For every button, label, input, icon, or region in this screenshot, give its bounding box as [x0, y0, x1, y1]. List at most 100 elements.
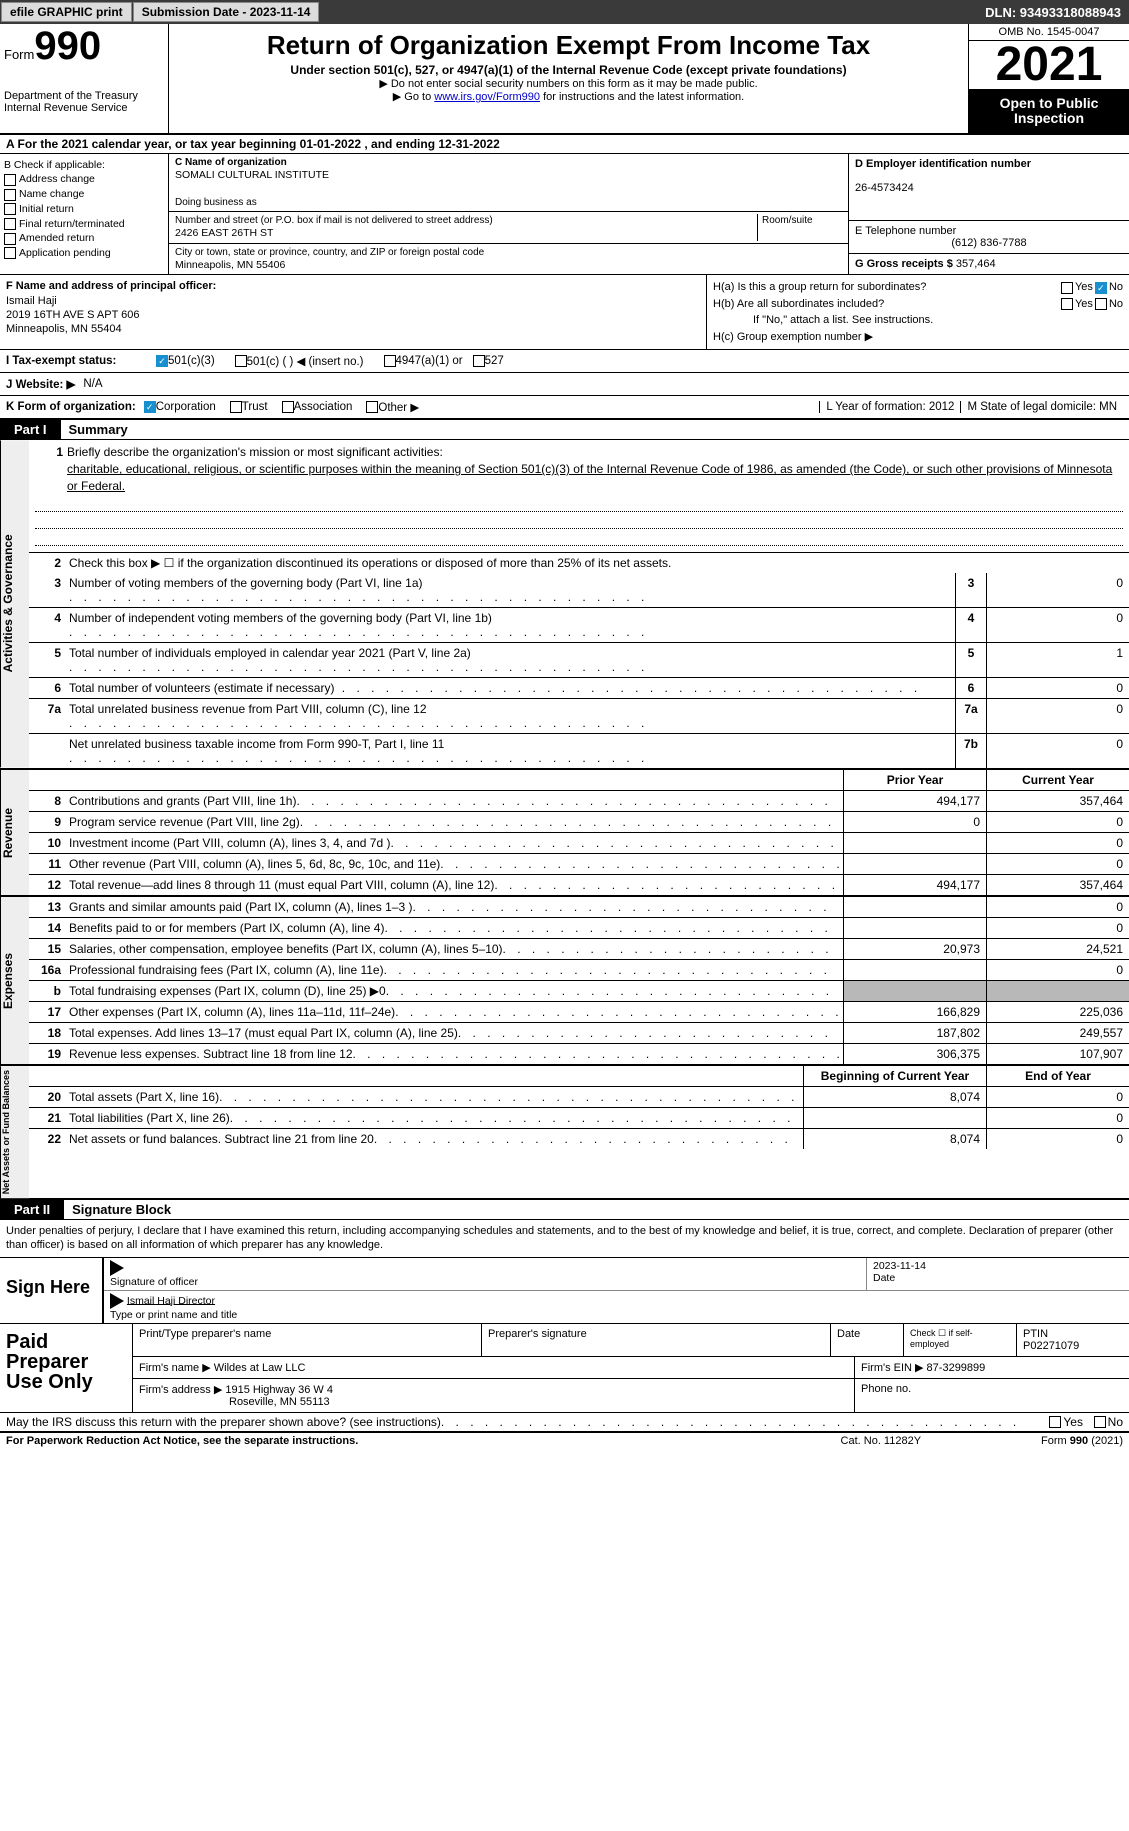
footer-cat: Cat. No. 11282Y: [841, 1435, 922, 1447]
box-b: B Check if applicable: Address change Na…: [0, 154, 169, 275]
discuss-text: May the IRS discuss this return with the…: [6, 1415, 441, 1429]
row-k: K Form of organization: ✓ Corporation Tr…: [0, 396, 1129, 420]
ptin-label: PTIN: [1023, 1328, 1048, 1340]
state-domicile: M State of legal domicile: MN: [960, 401, 1123, 413]
prep-self-emp: Check ☐ if self-employed: [904, 1324, 1017, 1356]
revenue-line: 12Total revenue—add lines 8 through 11 (…: [29, 875, 1129, 895]
discuss-no[interactable]: [1094, 1416, 1106, 1428]
prep-sig-label: Preparer's signature: [482, 1324, 831, 1356]
opt-address-change: Address change: [19, 172, 95, 187]
chk-amended[interactable]: [4, 233, 16, 245]
firm-name-label: Firm's name ▶: [139, 1362, 211, 1374]
header-left: Form990 Department of the Treasury Inter…: [0, 24, 169, 133]
ptin-value: P02271079: [1023, 1340, 1079, 1352]
header-center: Return of Organization Exempt From Incom…: [169, 24, 968, 133]
chk-501c[interactable]: [235, 355, 247, 367]
chk-527[interactable]: [473, 355, 485, 367]
opt-app-pending: Application pending: [19, 246, 111, 261]
firm-addr: 1915 Highway 36 W 4: [225, 1384, 333, 1396]
org-name: SOMALI CULTURAL INSTITUTE: [175, 169, 842, 183]
net-assets-line: 22Net assets or fund balances. Subtract …: [29, 1129, 1129, 1149]
hb-yes[interactable]: [1061, 298, 1073, 310]
net-assets-line: 20Total assets (Part X, line 16)8,0740: [29, 1087, 1129, 1108]
expense-line: 15Salaries, other compensation, employee…: [29, 939, 1129, 960]
hdr-prior-year: Prior Year: [843, 770, 986, 790]
part2-title: Signature Block: [64, 1202, 171, 1217]
opt-initial-return: Initial return: [19, 202, 74, 217]
chk-corp[interactable]: ✓: [144, 401, 156, 413]
submission-date: Submission Date - 2023-11-14: [133, 2, 320, 22]
summary-line: 6Total number of volunteers (estimate if…: [29, 678, 1129, 699]
footer-left: For Paperwork Reduction Act Notice, see …: [6, 1435, 358, 1447]
paid-preparer-section: Paid Preparer Use Only Print/Type prepar…: [0, 1324, 1129, 1413]
opt-527: 527: [485, 355, 504, 367]
section-net-assets: Net Assets or Fund Balances x Beginning …: [0, 1066, 1129, 1200]
opt-name-change: Name change: [19, 187, 84, 202]
hc-label: H(c) Group exemption number ▶: [713, 329, 1123, 346]
form-number: 990: [34, 24, 101, 68]
paid-preparer-label: Paid Preparer Use Only: [0, 1324, 132, 1412]
sig-date: 2023-11-14: [873, 1260, 926, 1272]
discuss-yes[interactable]: [1049, 1416, 1061, 1428]
row-i: I Tax-exempt status: ✓ 501(c)(3) 501(c) …: [0, 350, 1129, 373]
chk-initial-return[interactable]: [4, 203, 16, 215]
irs-link[interactable]: www.irs.gov/Form990: [434, 91, 540, 103]
mission-label: Briefly describe the organization's miss…: [67, 445, 443, 459]
chk-501c3[interactable]: ✓: [156, 355, 168, 367]
hb-note: If "No," attach a list. See instructions…: [713, 312, 1123, 329]
section-revenue: Revenue b Prior Year Current Year 8Contr…: [0, 770, 1129, 897]
opt-assoc: Association: [294, 401, 353, 413]
yes3: Yes: [1063, 1415, 1083, 1429]
summary-line: 4Number of independent voting members of…: [29, 608, 1129, 643]
dln-label: DLN: 93493318088943: [985, 5, 1129, 20]
revenue-line: 8Contributions and grants (Part VIII, li…: [29, 791, 1129, 812]
opt-trust: Trust: [242, 401, 268, 413]
form-note2: ▶ Go to www.irs.gov/Form990 for instruct…: [177, 90, 960, 103]
sign-here-label: Sign Here: [0, 1258, 102, 1323]
ha-yes[interactable]: [1061, 282, 1073, 294]
page-footer: For Paperwork Reduction Act Notice, see …: [0, 1432, 1129, 1449]
ha-no[interactable]: ✓: [1095, 282, 1107, 294]
form-990-page: efile GRAPHIC print Submission Date - 20…: [0, 0, 1129, 1449]
dba-label: Doing business as: [175, 196, 842, 209]
sig-officer-label: Signature of officer: [110, 1276, 198, 1288]
summary-line: 7aTotal unrelated business revenue from …: [29, 699, 1129, 734]
chk-name-change[interactable]: [4, 189, 16, 201]
row-j: J Website: ▶ N/A: [0, 373, 1129, 396]
net-assets-line: 21Total liabilities (Part X, line 26)0: [29, 1108, 1129, 1129]
yes-label2: Yes: [1075, 296, 1093, 313]
chk-other[interactable]: [366, 401, 378, 413]
hb-no[interactable]: [1095, 298, 1107, 310]
chk-trust[interactable]: [230, 401, 242, 413]
expense-line: bTotal fundraising expenses (Part IX, co…: [29, 981, 1129, 1002]
prep-date-label: Date: [831, 1324, 904, 1356]
footer-right: Form 990 (2021): [1041, 1435, 1123, 1447]
opt-other: Other ▶: [378, 400, 419, 414]
chk-final-return[interactable]: [4, 218, 16, 230]
firm-name: Wildes at Law LLC: [214, 1362, 306, 1374]
section-fh: F Name and address of principal officer:…: [0, 275, 1129, 350]
officer-addr1: 2019 16TH AVE S APT 606: [6, 309, 140, 321]
expense-line: 13Grants and similar amounts paid (Part …: [29, 897, 1129, 918]
mission-text: charitable, educational, religious, or s…: [67, 462, 1112, 493]
hdr-end-year: End of Year: [986, 1066, 1129, 1086]
revenue-line: 11Other revenue (Part VIII, column (A), …: [29, 854, 1129, 875]
firm-addr-label: Firm's address ▶: [139, 1384, 222, 1396]
chk-app-pending[interactable]: [4, 247, 16, 259]
opt-4947: 4947(a)(1) or: [396, 355, 463, 367]
efile-print-button[interactable]: efile GRAPHIC print: [1, 2, 132, 22]
box-b-title: B Check if applicable:: [4, 158, 164, 173]
hb-label: H(b) Are all subordinates included?: [713, 296, 1061, 313]
chk-assoc[interactable]: [282, 401, 294, 413]
no-label: No: [1109, 279, 1123, 296]
chk-address-change[interactable]: [4, 174, 16, 186]
revenue-line: 9Program service revenue (Part VIII, lin…: [29, 812, 1129, 833]
section-expenses: Expenses 13Grants and similar amounts pa…: [0, 897, 1129, 1066]
ha-label: H(a) Is this a group return for subordin…: [713, 279, 1061, 296]
website-value: N/A: [83, 378, 102, 390]
dept-treasury: Department of the Treasury: [4, 90, 164, 102]
opt-501c: 501(c) ( ) ◀ (insert no.): [247, 354, 364, 368]
chk-4947[interactable]: [384, 355, 396, 367]
penalty-text: Under penalties of perjury, I declare th…: [0, 1220, 1129, 1258]
gross-value: 357,464: [956, 258, 996, 270]
